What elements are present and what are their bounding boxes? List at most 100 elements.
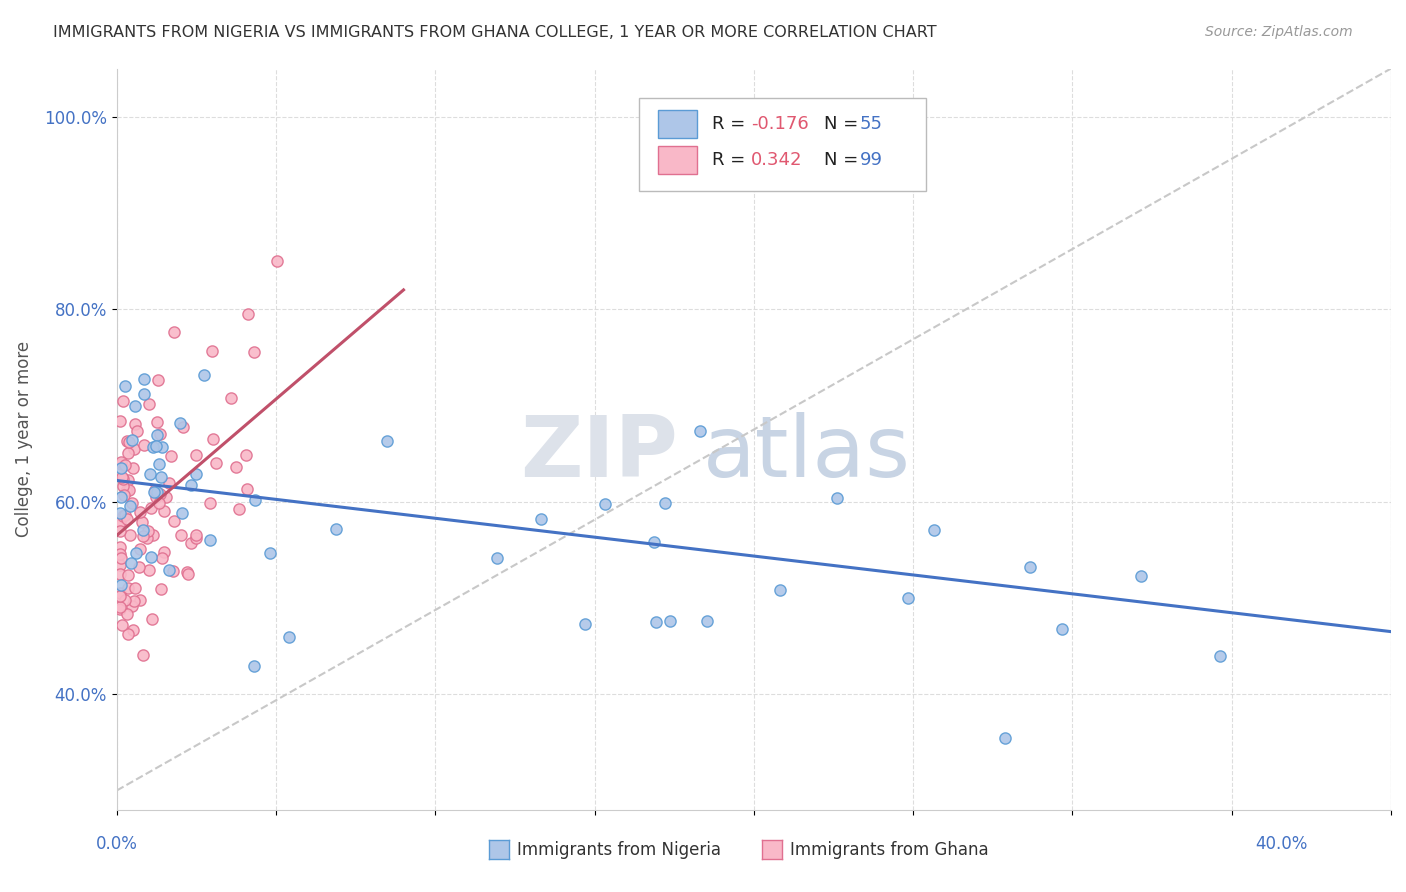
Point [108,589,131,603]
Point [131,515,153,529]
Point [243,658,266,673]
Point [377,434,399,448]
Point [186,467,208,482]
Point [150,470,173,484]
Point [112,487,135,501]
Point [120,528,142,542]
Point [897,591,920,605]
Point [163,325,186,339]
Point [110,460,132,475]
Point [115,484,138,499]
Point [228,501,250,516]
Point [243,492,266,507]
Point [110,600,132,615]
Point [145,427,167,442]
Point [163,514,186,528]
Point [110,490,132,504]
Text: IMMIGRANTS FROM NIGERIA VS IMMIGRANTS FROM GHANA COLLEGE, 1 YEAR OR MORE CORRELA: IMMIGRANTS FROM NIGERIA VS IMMIGRANTS FR… [53,25,936,40]
Point [111,618,134,632]
Point [825,491,848,505]
Text: N =: N = [824,151,865,169]
Point [235,482,257,496]
Point [198,533,221,547]
Point [1050,622,1073,636]
Point [643,534,665,549]
Point [121,433,143,447]
Text: 40.0%: 40.0% [1256,835,1308,853]
Point [186,528,208,542]
Point [180,478,202,492]
Text: Immigrants from Nigeria: Immigrants from Nigeria [517,841,721,859]
Point [1209,648,1232,663]
Point [658,614,681,628]
Point [117,446,139,460]
Point [530,512,553,526]
Point [266,254,288,268]
Point [124,581,146,595]
Point [148,496,170,510]
Text: -0.176: -0.176 [751,115,808,133]
Point [114,458,136,472]
Point [108,558,131,572]
Point [110,455,132,469]
Point [115,607,138,621]
Point [114,378,136,392]
Point [149,427,172,442]
Point [108,566,131,581]
Point [180,536,202,550]
Text: ZIP: ZIP [520,412,678,495]
Point [486,551,509,566]
Point [118,499,141,513]
Point [117,581,139,595]
Point [153,545,176,559]
Point [259,546,281,560]
Text: 55: 55 [859,115,883,133]
Point [170,527,193,541]
Point [149,486,172,500]
Point [111,472,134,486]
Point [125,547,148,561]
Point [176,566,198,580]
Point [122,624,145,638]
Text: N =: N = [824,115,865,133]
FancyBboxPatch shape [658,145,696,174]
Point [138,563,160,577]
Point [115,434,138,449]
Point [108,515,131,529]
Point [132,523,155,537]
Point [141,500,163,515]
FancyBboxPatch shape [658,110,696,138]
Point [184,531,207,545]
Point [593,497,616,511]
Point [131,529,153,543]
Point [121,599,143,613]
Point [141,549,163,564]
Point [108,586,131,600]
Point [654,496,676,510]
Point [114,508,136,522]
Point [148,457,170,471]
Point [132,387,155,401]
Point [142,528,165,542]
Point [110,551,132,566]
Point [139,467,162,481]
Point [141,612,163,626]
Point [108,506,131,520]
Point [129,505,152,519]
Point [152,440,174,454]
Point [117,568,139,582]
Point [114,592,136,607]
Point [145,490,167,504]
Point [143,483,166,497]
Point [924,523,946,537]
Point [115,483,138,497]
Text: R =: R = [711,115,751,133]
Point [219,391,242,405]
Point [243,345,266,359]
Point [184,449,207,463]
Text: R =: R = [711,151,751,169]
Point [994,731,1017,745]
Point [146,415,169,429]
Point [157,475,180,490]
Point [117,627,139,641]
